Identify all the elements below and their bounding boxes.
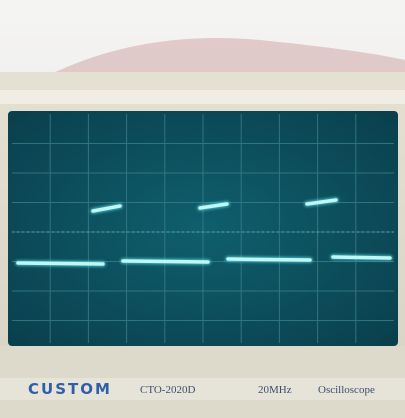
model: CTO-2020D (140, 384, 195, 396)
bezel-highlight (0, 90, 405, 104)
device-name: Oscilloscope (318, 384, 375, 396)
photo: CUSTOM CTO-2020D 20MHz Oscilloscope (0, 0, 405, 418)
bandwidth: 20MHz (258, 384, 292, 396)
brand: CUSTOM (28, 380, 112, 398)
